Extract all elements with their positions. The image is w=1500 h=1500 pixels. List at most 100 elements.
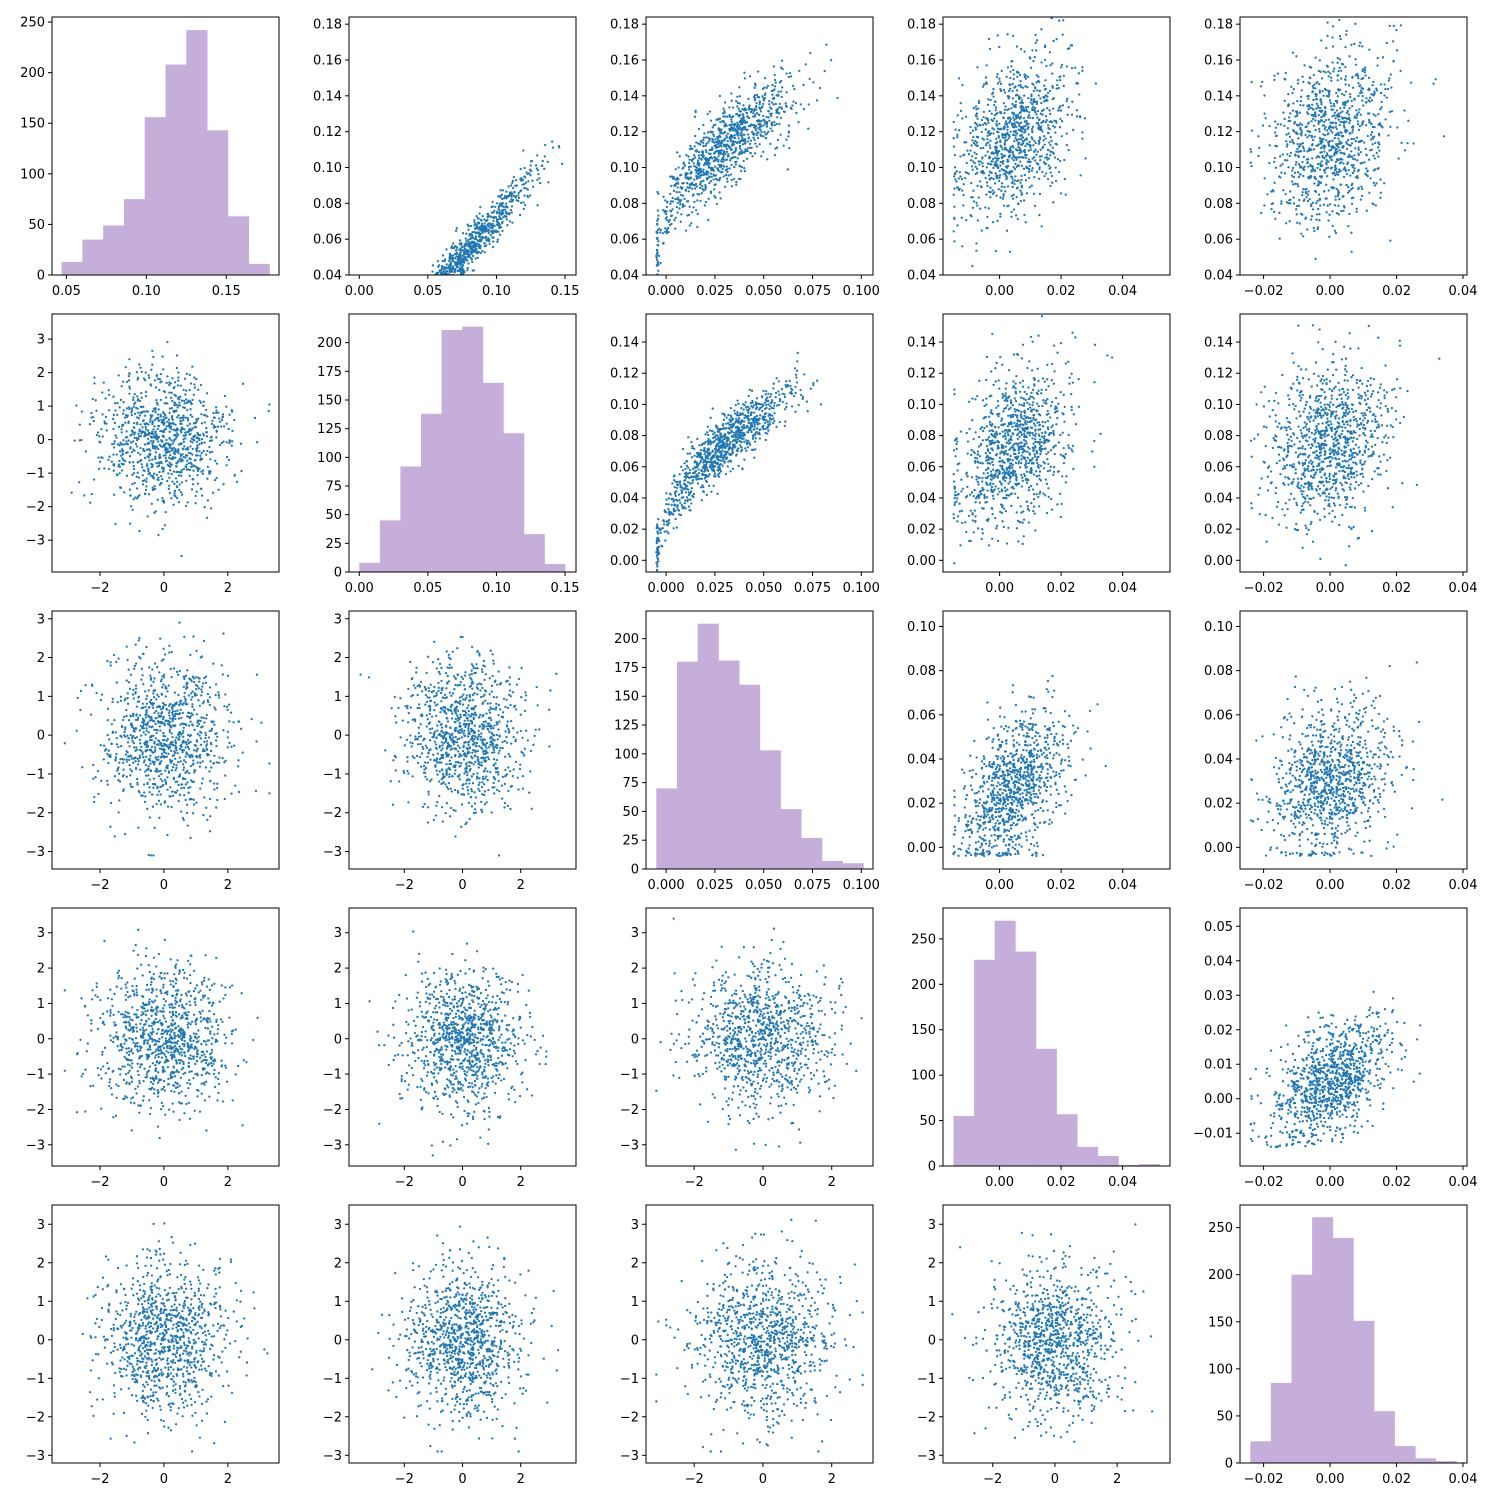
scatter-point	[1403, 109, 1406, 112]
scatter-point	[998, 80, 1001, 83]
scatter-point	[231, 429, 234, 432]
scatter-point	[736, 105, 739, 108]
scatter-point	[989, 196, 992, 199]
scatter-point	[1318, 130, 1321, 133]
scatter-point	[1343, 93, 1346, 97]
scatter-point	[1336, 57, 1339, 60]
scatter-point	[1333, 229, 1337, 232]
scatter-point	[120, 431, 123, 434]
scatter-point	[1322, 70, 1325, 73]
scatter-point	[455, 246, 459, 249]
scatter-point	[1349, 95, 1352, 99]
scatter-point	[164, 417, 168, 420]
y-tick-label: 100	[20, 167, 45, 182]
scatter-point	[1380, 100, 1383, 104]
scatter-point	[161, 499, 164, 503]
scatter-point	[1314, 56, 1317, 59]
scatter-point	[119, 441, 122, 444]
scatter-point	[515, 199, 519, 202]
scatter-point	[118, 406, 121, 409]
scatter-point	[112, 493, 116, 496]
scatter-point	[712, 133, 715, 136]
scatter-point	[450, 245, 454, 248]
scatter-point	[164, 510, 167, 514]
scatter-point	[734, 155, 737, 159]
scatter-point	[1331, 115, 1334, 118]
scatter-point	[1066, 97, 1069, 101]
scatter-point	[143, 414, 147, 417]
scatter-point	[149, 439, 153, 443]
scatter-point	[1385, 96, 1388, 99]
scatter-point	[455, 227, 458, 230]
scatter-point	[1367, 76, 1371, 79]
scatter-point	[787, 124, 791, 127]
scatter-point	[1036, 150, 1039, 153]
scatter-point	[1339, 169, 1342, 172]
scatter-point	[829, 59, 833, 62]
scatter-point	[496, 220, 499, 224]
scatter-point	[698, 174, 702, 177]
scatter-point	[132, 472, 136, 475]
scatter-point	[1350, 155, 1354, 158]
y-tick-label: 0.10	[313, 161, 342, 176]
scatter-point	[1310, 169, 1313, 172]
scatter-point	[1040, 121, 1043, 124]
scatter-point	[130, 413, 134, 417]
scatter-point	[1006, 185, 1010, 188]
scatter-point	[959, 155, 962, 158]
scatter-point	[138, 363, 141, 366]
scatter-point	[1360, 194, 1364, 198]
scatter-point	[144, 488, 148, 492]
scatter-point	[1363, 70, 1367, 74]
scatter-point	[657, 214, 660, 217]
scatter-point	[465, 249, 468, 252]
scatter-point	[1030, 136, 1033, 139]
scatter-point	[680, 213, 683, 216]
scatter-point	[1048, 167, 1051, 170]
scatter-point	[200, 442, 203, 445]
scatter-point	[974, 126, 977, 129]
scatter-point	[1041, 109, 1044, 113]
scatter-point	[953, 205, 956, 208]
scatter-point	[1020, 156, 1023, 159]
scatter-point	[1289, 202, 1292, 205]
scatter-point	[1013, 124, 1017, 127]
scatter-point	[512, 175, 516, 179]
scatter-point	[455, 249, 458, 252]
scatter-point	[201, 472, 205, 475]
scatter-point	[702, 123, 705, 127]
scatter-point	[499, 225, 503, 229]
scatter-point	[177, 460, 180, 463]
x-tick-label: 0.00	[1316, 284, 1345, 299]
scatter-point	[168, 411, 171, 415]
scatter-point	[696, 199, 699, 202]
scatter-point	[486, 229, 489, 233]
scatter-point	[498, 233, 502, 236]
scatter-point	[195, 377, 198, 381]
scatter-point	[459, 248, 462, 251]
scatter-point	[785, 138, 788, 141]
scatter-point	[1053, 119, 1056, 122]
scatter-point	[1312, 86, 1315, 90]
scatter-point	[215, 429, 218, 432]
scatter-point	[1337, 74, 1340, 77]
y-tick-label: 0	[37, 269, 45, 284]
scatter-point	[1063, 177, 1066, 181]
scatter-point	[676, 211, 679, 214]
scatter-point	[441, 254, 445, 257]
scatter-point	[467, 241, 470, 245]
scatter-point	[1020, 178, 1023, 182]
scatter-point	[480, 222, 484, 226]
scatter-point	[157, 533, 160, 537]
scatter-point	[972, 141, 976, 145]
scatter-point	[466, 266, 469, 270]
scatter-point	[231, 440, 234, 443]
scatter-point	[955, 180, 958, 183]
scatter-point	[762, 150, 765, 154]
scatter-point	[521, 183, 524, 186]
scatter-point	[988, 109, 991, 113]
scatter-point	[1356, 176, 1359, 180]
scatter-point	[551, 146, 555, 149]
x-tick-label: 0.05	[413, 284, 442, 299]
y-tick-label: 0.12	[907, 125, 936, 140]
